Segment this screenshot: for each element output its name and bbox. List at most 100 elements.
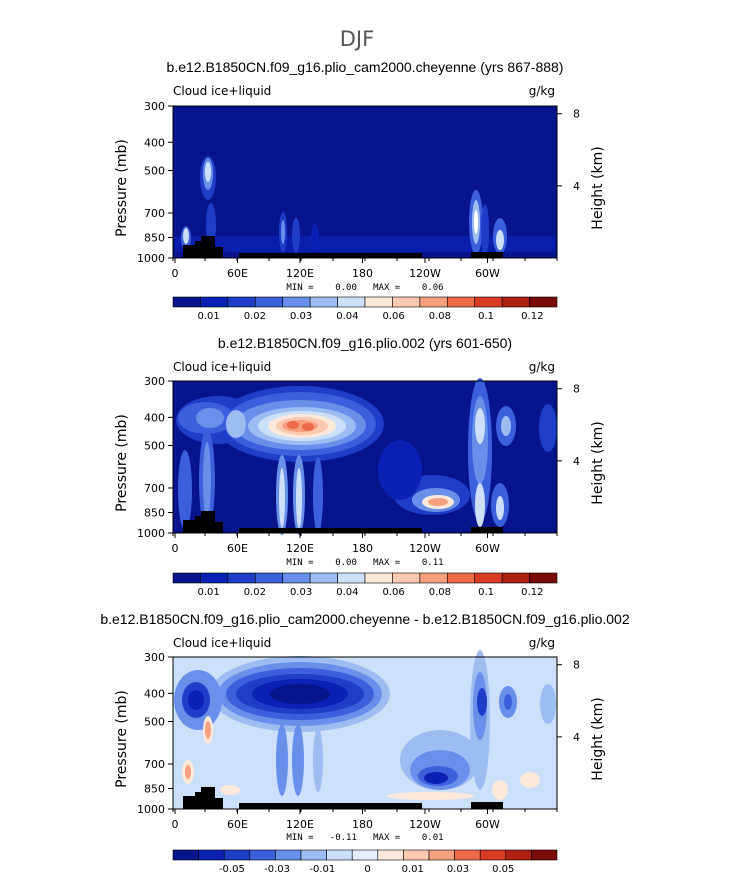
y2-tick-label: 4 bbox=[573, 180, 580, 193]
colorbar-swatch bbox=[351, 849, 379, 861]
panel-1-y2-axis: Height (km) 8 4 bbox=[557, 108, 606, 230]
y-tick-label: 700 bbox=[144, 482, 165, 495]
panel-3-pos-surface bbox=[386, 792, 474, 800]
panel-2-cloud-features bbox=[176, 378, 557, 535]
panel-1-africa-peak bbox=[205, 162, 211, 182]
y-tick-label: 400 bbox=[144, 411, 165, 424]
panel-2-land-mask bbox=[183, 511, 503, 533]
panel-3-plot-area bbox=[172, 650, 558, 810]
colorbar-swatch bbox=[392, 296, 421, 308]
panel-2-ep-low-4 bbox=[428, 498, 448, 506]
colorbar-swatch bbox=[282, 296, 311, 308]
panel-1-col-150e bbox=[311, 224, 319, 252]
panel-3: b.e12.B1850CN.f09_g16.plio_cam2000.cheye… bbox=[100, 611, 630, 875]
panel-1-plot-area bbox=[172, 105, 558, 259]
y-tick-label: 400 bbox=[144, 136, 165, 149]
colorbar-label: 0.1 bbox=[478, 311, 494, 322]
colorbar-label: -0.01 bbox=[309, 864, 335, 875]
panel-3-pos-40e bbox=[220, 785, 240, 795]
colorbar-label: 0.08 bbox=[429, 587, 451, 598]
panel-3-col-150e bbox=[313, 728, 323, 792]
colorbar-label: 0.03 bbox=[290, 311, 312, 322]
panel-2-sa-col-3 bbox=[475, 408, 485, 444]
panel-2-units: g/kg bbox=[529, 360, 555, 374]
panel-1-land-a bbox=[183, 245, 195, 258]
panel-3-land-b bbox=[195, 792, 205, 809]
colorbar-label: 0.12 bbox=[521, 587, 543, 598]
panel-1-y-axis: Pressure (mb) 300 400 500 700 850 1000 bbox=[114, 100, 173, 265]
colorbar-swatch bbox=[505, 849, 532, 861]
panel-2-col-35e-core bbox=[203, 442, 211, 518]
panel-2-west-core-2 bbox=[196, 408, 224, 428]
y-tick-label: 500 bbox=[144, 164, 165, 177]
y-tick-label: 1000 bbox=[137, 252, 165, 265]
panel-2-west-core-3 bbox=[226, 410, 246, 438]
panel-1-title: b.e12.B1850CN.f09_g16.plio_cam2000.cheye… bbox=[167, 59, 564, 75]
colorbar-swatch bbox=[223, 849, 251, 861]
x-tick-label: 120W bbox=[409, 267, 441, 280]
x-tick-label: 180 bbox=[352, 818, 373, 831]
panel-3-land-c bbox=[201, 787, 215, 809]
panel-2-y2label: Height (km) bbox=[590, 421, 606, 504]
panel-2-atl bbox=[539, 404, 557, 452]
panel-3-atl bbox=[540, 684, 556, 724]
panel-2-y2-axis: Height (km) 8 4 bbox=[557, 383, 606, 505]
panel-2-ylabel: Pressure (mb) bbox=[114, 414, 130, 512]
page-title: DJF bbox=[340, 27, 374, 51]
colorbar-swatch bbox=[172, 296, 201, 308]
colorbar-swatch bbox=[249, 849, 276, 861]
panel-3-land-a bbox=[183, 796, 195, 809]
panel-3-y2-axis: Height (km) 8 4 bbox=[557, 659, 606, 781]
panel-1-col-70w-peak bbox=[474, 210, 478, 234]
panel-1-col-50w-core bbox=[496, 230, 504, 250]
panel-3-y-axis: Pressure (mb) 300 400 500 700 850 1000 bbox=[114, 651, 173, 816]
y2-tick-label: 8 bbox=[573, 108, 580, 121]
panel-3-title: b.e12.B1850CN.f09_g16.plio_cam2000.cheye… bbox=[100, 611, 630, 627]
panel-3-land-ridge bbox=[239, 803, 422, 809]
panel-2-land-c bbox=[201, 511, 215, 533]
panel-2-col-10e bbox=[178, 450, 192, 530]
colorbar-swatch bbox=[309, 296, 338, 308]
colorbar-swatch bbox=[300, 849, 327, 861]
colorbar-swatch bbox=[419, 296, 448, 308]
panel-3-neg-west-3 bbox=[188, 690, 204, 710]
colorbar-swatch bbox=[200, 296, 229, 308]
colorbar-label: 0.06 bbox=[382, 311, 404, 322]
panel-2-sa-col-4 bbox=[475, 483, 485, 527]
panel-2-y-axis: Pressure (mb) 300 400 500 700 850 1000 bbox=[114, 375, 173, 540]
panel-3-units: g/kg bbox=[529, 636, 555, 650]
colorbar-swatch bbox=[392, 572, 421, 584]
panel-1-background bbox=[173, 106, 557, 258]
y-tick-label: 700 bbox=[144, 207, 165, 220]
panel-1-units: g/kg bbox=[529, 84, 555, 98]
y-tick-label: 1000 bbox=[137, 803, 165, 816]
panel-3-ep-neg-4 bbox=[424, 772, 448, 784]
panel-3-ylabel: Pressure (mb) bbox=[114, 690, 130, 788]
y-tick-label: 500 bbox=[144, 715, 165, 728]
panel-2-land-a bbox=[183, 520, 195, 533]
x-tick-label: 120W bbox=[409, 542, 441, 555]
colorbar-swatch bbox=[227, 572, 256, 584]
colorbar-label: 0.04 bbox=[336, 311, 358, 322]
colorbar-swatch bbox=[364, 572, 393, 584]
colorbar-swatch bbox=[309, 572, 338, 584]
colorbar-label: 0.01 bbox=[402, 864, 424, 875]
panel-3-land-andes bbox=[471, 802, 503, 809]
panel-1-land-ridge bbox=[239, 253, 422, 258]
colorbar-label: 0.04 bbox=[336, 587, 358, 598]
colorbar-label: 0.12 bbox=[521, 311, 543, 322]
x-tick-label: 60W bbox=[475, 542, 500, 555]
colorbar-swatch bbox=[501, 296, 530, 308]
x-tick-label: 60E bbox=[227, 818, 248, 831]
panel-3-col-125e bbox=[292, 724, 304, 796]
panel-2-land-b bbox=[195, 516, 205, 533]
colorbar-swatch bbox=[419, 572, 448, 584]
panel-3-stats: MIN = -0.11 MAX = 0.01 bbox=[286, 833, 443, 843]
colorbar-swatch bbox=[337, 572, 366, 584]
colorbar-swatch bbox=[172, 849, 199, 861]
panel-1-land-d bbox=[215, 247, 223, 258]
y-tick-label: 500 bbox=[144, 439, 165, 452]
colorbar-label: 0.01 bbox=[198, 311, 220, 322]
panel-2-field-label: Cloud ice+liquid bbox=[173, 360, 271, 374]
colorbar-swatch bbox=[282, 572, 311, 584]
